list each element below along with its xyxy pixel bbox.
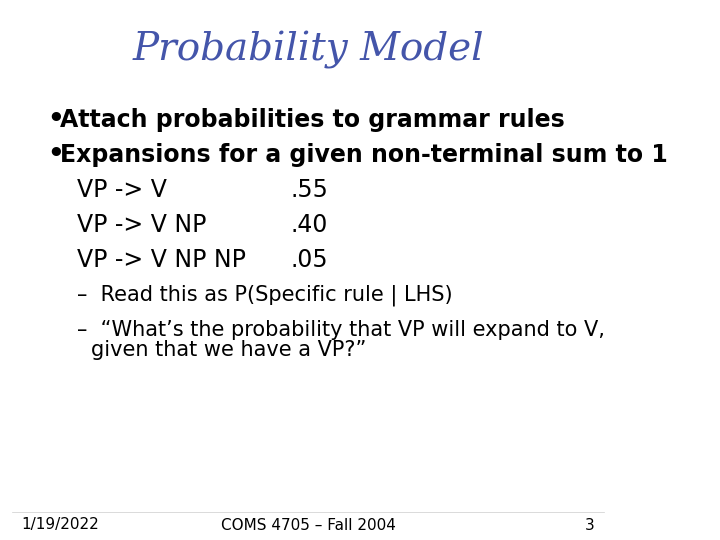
Text: .40: .40 <box>291 213 328 237</box>
Text: .55: .55 <box>291 178 329 202</box>
Text: VP -> V NP: VP -> V NP <box>77 213 207 237</box>
Text: –  Read this as P(Specific rule | LHS): – Read this as P(Specific rule | LHS) <box>77 284 453 306</box>
Text: given that we have a VP?”: given that we have a VP?” <box>91 340 366 360</box>
Text: Attach probabilities to grammar rules: Attach probabilities to grammar rules <box>60 108 564 132</box>
Text: Expansions for a given non-terminal sum to 1: Expansions for a given non-terminal sum … <box>60 143 667 167</box>
Text: 1/19/2022: 1/19/2022 <box>22 517 99 532</box>
Text: .05: .05 <box>291 248 328 272</box>
Text: Probability Model: Probability Model <box>132 31 484 69</box>
Text: VP -> V NP NP: VP -> V NP NP <box>77 248 246 272</box>
Text: –  “What’s the probability that VP will expand to V,: – “What’s the probability that VP will e… <box>77 320 605 340</box>
Text: 3: 3 <box>585 517 595 532</box>
Text: •: • <box>47 142 64 168</box>
Text: •: • <box>47 107 64 133</box>
Text: COMS 4705 – Fall 2004: COMS 4705 – Fall 2004 <box>220 517 395 532</box>
Text: VP -> V: VP -> V <box>77 178 167 202</box>
